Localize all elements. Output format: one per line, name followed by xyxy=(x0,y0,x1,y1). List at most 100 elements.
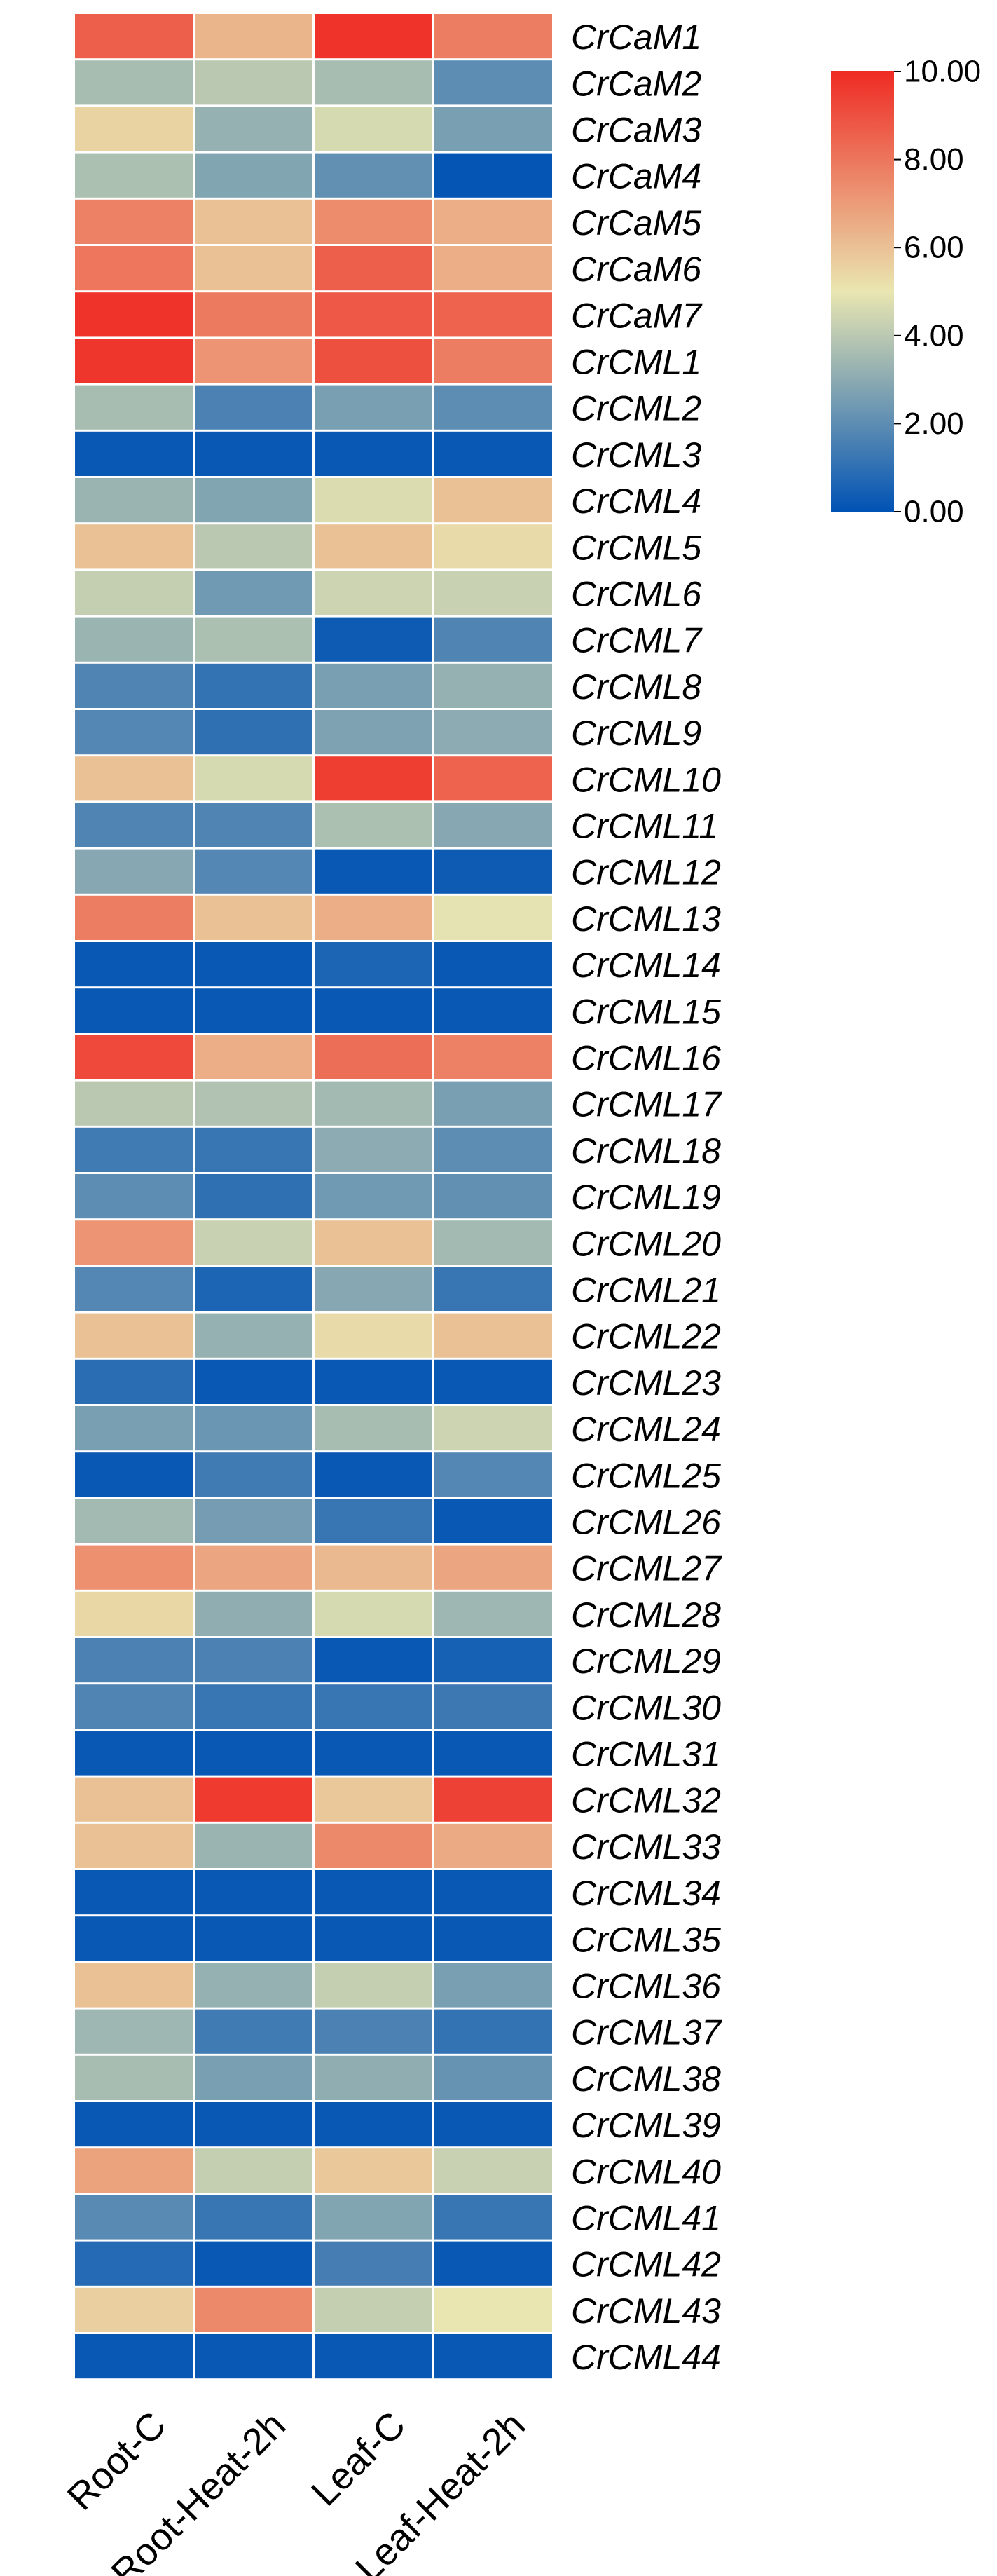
heatmap-cell xyxy=(195,1406,312,1451)
heatmap-cell xyxy=(315,1916,432,1961)
heatmap-cell xyxy=(434,1220,552,1265)
heatmap-cell xyxy=(75,339,193,383)
heatmap-cell xyxy=(195,1313,312,1358)
heatmap-cell xyxy=(315,1313,432,1358)
row-label: CrCML12 xyxy=(571,853,721,892)
heatmap-cell xyxy=(315,2241,432,2286)
heatmap-cell xyxy=(75,1499,193,1543)
heatmap-cell xyxy=(315,2009,432,2054)
heatmap-cell xyxy=(195,1174,312,1219)
heatmap-cell xyxy=(195,2334,312,2379)
heatmap-cell xyxy=(434,60,552,105)
heatmap-cell xyxy=(75,1174,193,1219)
colorbar-ticks: 0.00 2.00 4.00 6.00 8.00 10.00 xyxy=(894,55,981,529)
row-label: CrCML10 xyxy=(571,760,721,799)
row-label: CrCML18 xyxy=(571,1131,721,1171)
heatmap-cell xyxy=(75,478,193,523)
heatmap-cell xyxy=(75,988,193,1033)
heatmap-cell xyxy=(195,60,312,105)
heatmap-cell xyxy=(434,524,552,569)
heatmap-cell xyxy=(195,617,312,662)
heatmap-cell xyxy=(434,803,552,847)
heatmap-cell xyxy=(315,571,432,615)
heatmap-cell xyxy=(75,2009,193,2054)
heatmap-cell xyxy=(75,2148,193,2193)
heatmap-cell xyxy=(195,1127,312,1172)
heatmap-cell xyxy=(75,2334,193,2379)
heatmap-cell xyxy=(75,1452,193,1497)
row-label: CrCML19 xyxy=(571,1178,721,1217)
heatmap-cell xyxy=(75,524,193,569)
heatmap-cell xyxy=(195,2241,312,2286)
heatmap-cell xyxy=(315,339,432,383)
row-label: CrCML43 xyxy=(571,2291,721,2331)
heatmap-cell xyxy=(434,1267,552,1311)
heatmap-cell xyxy=(434,431,552,476)
heatmap-cell xyxy=(315,2287,432,2332)
heatmap-cell xyxy=(75,385,193,430)
heatmap-cell xyxy=(315,1267,432,1311)
row-label: CrCML2 xyxy=(571,389,701,428)
heatmap-cell xyxy=(434,246,552,291)
heatmap-cell xyxy=(195,1684,312,1729)
heatmap-cell xyxy=(75,1638,193,1683)
heatmap-cell xyxy=(434,2055,552,2100)
heatmap-cell xyxy=(315,385,432,430)
heatmap-cell xyxy=(434,2148,552,2193)
row-label: CrCaM6 xyxy=(571,250,701,289)
row-label: CrCML39 xyxy=(571,2106,721,2145)
heatmap-cell xyxy=(434,942,552,987)
row-labels: CrCaM1 CrCaM2 CrCaM3 CrCaM4 CrCaM5 CrCaM6 CrCa… xyxy=(571,18,722,2377)
heatmap-cell xyxy=(195,1545,312,1590)
heatmap-cell xyxy=(75,803,193,847)
heatmap-cell xyxy=(195,803,312,847)
heatmap-cell xyxy=(434,1499,552,1543)
heatmap-cell xyxy=(195,385,312,430)
column-label: Root-C xyxy=(60,2404,174,2518)
heatmap-cell xyxy=(75,1916,193,1961)
heatmap-cell xyxy=(195,2009,312,2054)
heatmap-cell xyxy=(434,2195,552,2240)
heatmap-cell xyxy=(315,756,432,801)
row-label: CrCML33 xyxy=(571,1827,721,1867)
heatmap-cell xyxy=(315,1174,432,1219)
heatmap-cell xyxy=(195,292,312,337)
row-label: CrCML1 xyxy=(571,343,701,382)
row-label: CrCML30 xyxy=(571,1688,721,1727)
heatmap-cell xyxy=(75,2055,193,2100)
heatmap-cell xyxy=(195,14,312,59)
heatmap-cell xyxy=(75,1591,193,1636)
heatmap-cell xyxy=(315,1035,432,1079)
heatmap-cell xyxy=(434,1870,552,1915)
heatmap-cell xyxy=(434,1359,552,1404)
heatmap-cell xyxy=(75,1545,193,1590)
heatmap-cell xyxy=(195,1638,312,1683)
heatmap-cells xyxy=(75,14,552,2379)
heatmap-cell xyxy=(195,2148,312,2193)
heatmap-cell xyxy=(434,2009,552,2054)
heatmap-cell xyxy=(434,895,552,940)
heatmap-cell xyxy=(75,710,193,755)
heatmap-cell xyxy=(195,1870,312,1915)
heatmap-cell xyxy=(195,895,312,940)
heatmap-cell xyxy=(195,942,312,987)
heatmap-cell xyxy=(434,710,552,755)
heatmap-cell xyxy=(75,107,193,151)
row-label: CrCML4 xyxy=(571,482,701,521)
heatmap-cell xyxy=(195,199,312,244)
row-label: CrCML41 xyxy=(571,2199,721,2238)
heatmap-cell xyxy=(195,107,312,151)
heatmap-cell xyxy=(434,617,552,662)
heatmap-cell xyxy=(75,895,193,940)
row-label: CrCaM4 xyxy=(571,157,701,196)
column-label: Leaf-C xyxy=(303,2404,413,2514)
heatmap-cell xyxy=(75,2102,193,2147)
heatmap-cell xyxy=(315,1452,432,1497)
heatmap-cell xyxy=(195,1916,312,1961)
row-label: CrCML29 xyxy=(571,1642,721,1681)
heatmap-cell xyxy=(195,1081,312,1126)
heatmap-cell xyxy=(315,14,432,59)
heatmap-cell xyxy=(315,1220,432,1265)
heatmap-cell xyxy=(315,803,432,847)
row-label: CrCML13 xyxy=(571,899,721,939)
